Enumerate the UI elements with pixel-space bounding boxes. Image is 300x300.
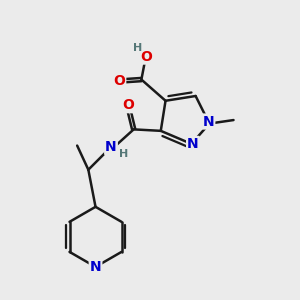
- Text: N: N: [90, 260, 101, 274]
- Text: N: N: [203, 115, 214, 128]
- Text: O: O: [122, 98, 134, 112]
- Text: H: H: [119, 149, 128, 159]
- Text: O: O: [113, 74, 125, 88]
- Text: O: O: [140, 50, 152, 64]
- Text: N: N: [187, 137, 199, 151]
- Text: N: N: [105, 140, 117, 154]
- Text: H: H: [133, 44, 142, 53]
